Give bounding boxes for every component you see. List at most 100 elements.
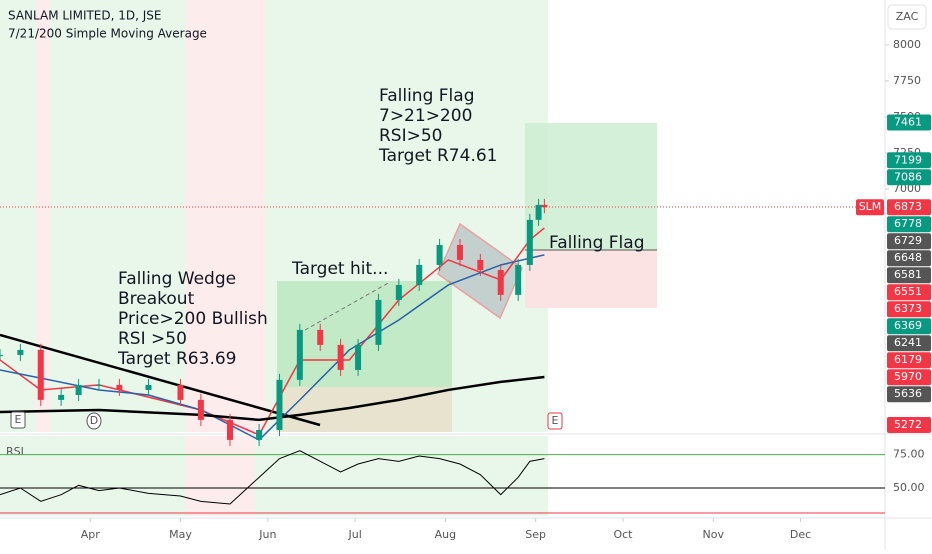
candle-body [395, 284, 402, 300]
candle-body [145, 384, 152, 390]
x-tick-label: Nov [703, 528, 725, 541]
price-label: 6581 [894, 268, 922, 281]
price-label: 6369 [894, 319, 922, 332]
price-label: 6873 [894, 200, 922, 213]
price-label: 7461 [894, 116, 922, 129]
candle-body [526, 219, 533, 265]
symbol-tag: SLM [859, 200, 882, 213]
annotation: Target R63.69 [117, 349, 236, 369]
bg-bearish-rsi [185, 436, 255, 516]
event-marker-bg [86, 412, 102, 430]
candle-body [497, 270, 504, 295]
price-label-bg [887, 417, 931, 433]
symbol-tag-bg [856, 199, 884, 216]
price-label-bg [887, 335, 931, 352]
moving-average [0, 375, 545, 422]
position-loss [525, 250, 657, 308]
target-box [277, 281, 452, 387]
annotation: RSI>50 [379, 126, 443, 146]
price-label-bg [887, 318, 931, 335]
bg-bearish [36, 0, 50, 432]
candle-body [535, 204, 542, 220]
price-label: 7086 [894, 170, 922, 183]
candle-body [37, 349, 44, 400]
candle-body [58, 394, 65, 400]
candle-body [95, 384, 102, 386]
candle-body [75, 384, 82, 395]
price-label: 5636 [894, 387, 922, 400]
event-marker: E [552, 414, 559, 427]
price-label: 7199 [894, 153, 922, 166]
x-tick-label: Jul [348, 528, 362, 541]
candle-body [375, 299, 382, 345]
price-label-bg [887, 386, 931, 403]
candle-body [416, 264, 423, 285]
x-tick-label: Oct [613, 528, 633, 541]
price-label: 5970 [894, 370, 922, 383]
x-tick-label: Dec [790, 528, 811, 541]
annotation: Target R74.61 [378, 146, 497, 166]
currency-button[interactable] [887, 4, 927, 30]
rsi-title: RSI [6, 445, 24, 458]
annotation: RSI >50 [118, 329, 187, 349]
price-label-bg [887, 301, 931, 318]
candle-body [477, 259, 484, 270]
price-label-bg [887, 216, 931, 233]
annotation: Target hit... [291, 259, 388, 279]
candle-body [0, 354, 3, 356]
candle-body [256, 429, 263, 440]
moving-average [0, 227, 545, 436]
y-tick-label: 7750 [893, 74, 921, 87]
price-label-bg [887, 199, 931, 216]
price-label-bg [887, 169, 931, 186]
y-tick-label: 8000 [893, 38, 921, 51]
x-tick-label: Apr [81, 528, 101, 541]
event-marker-bg [10, 411, 26, 429]
price-label: 5272 [894, 418, 922, 431]
price-label-bg [887, 284, 931, 301]
wedge-trendline [0, 333, 321, 427]
candle-body [177, 384, 184, 400]
chart-title: SANLAM LIMITED, 1D, JSE [8, 9, 162, 23]
annotation: Breakout [118, 289, 195, 309]
candle-body [17, 349, 24, 355]
annotation: Falling Wedge [118, 269, 236, 289]
candle-body [436, 244, 443, 265]
x-tick-label: Aug [435, 528, 456, 541]
candle-body [541, 204, 548, 208]
rsi-tick-label: 75.00 [893, 448, 925, 461]
candle-body [197, 399, 204, 420]
candle-body [515, 264, 522, 295]
event-marker-bg [547, 412, 563, 430]
candle-body [337, 344, 344, 370]
price-label-bg [887, 152, 931, 169]
price-label: 6648 [894, 251, 922, 264]
candle-body [355, 344, 362, 370]
price-label-bg [887, 369, 931, 386]
position-profit [525, 123, 657, 250]
annotation: 7>21>200 [379, 106, 472, 126]
price-label-bg [887, 352, 931, 369]
x-tick-label: May [169, 528, 192, 541]
currency[interactable]: ZAC [896, 10, 919, 23]
price-label: 6373 [894, 302, 922, 315]
annotation: Falling Flag [549, 233, 644, 253]
rsi-line [0, 450, 545, 505]
rsi-tick-label: 50.00 [893, 481, 925, 494]
price-label-bg [887, 267, 931, 284]
price-label-bg [887, 250, 931, 267]
event-marker: D [90, 414, 98, 427]
x-tick-label: Jun [258, 528, 276, 541]
bg-bearish [185, 0, 265, 432]
candle-body [226, 419, 233, 440]
event-marker: E [15, 413, 22, 426]
target-path [304, 281, 391, 331]
price-label: 6241 [894, 336, 922, 349]
candle-body [116, 384, 123, 390]
price-label: 6551 [894, 285, 922, 298]
bg-bullish [0, 0, 548, 432]
annotation: Price>200 Bullish [118, 309, 268, 329]
candle-body [276, 379, 283, 430]
